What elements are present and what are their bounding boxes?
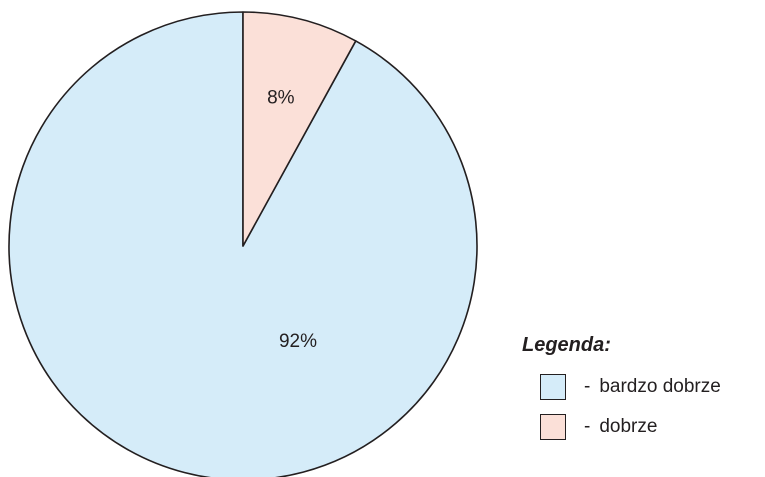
- pie-label-dobrze: 8%: [267, 88, 295, 109]
- legend-swatch-dobrze: [540, 414, 566, 440]
- pie-slice-dobrze: [242, 11, 357, 247]
- pie-label-bardzo-dobrze: 92%: [279, 331, 317, 352]
- legend-item-bardzo-dobrze: - bardzo dobrze: [540, 373, 721, 401]
- legend-separator: -: [584, 376, 591, 397]
- legend: Legenda: - bardzo dobrze - dobrze: [522, 333, 721, 453]
- legend-label-dobrze: dobrze: [599, 416, 658, 437]
- legend-swatch-bardzo-dobrze: [540, 374, 566, 400]
- legend-label-bardzo-dobrze: bardzo dobrze: [599, 376, 721, 397]
- pie-slices: [8, 11, 478, 477]
- legend-separator: -: [584, 416, 591, 437]
- pie-labels: 92% 8%: [267, 88, 317, 352]
- legend-item-dobrze: - dobrze: [540, 413, 721, 441]
- legend-title: Legenda:: [522, 334, 611, 356]
